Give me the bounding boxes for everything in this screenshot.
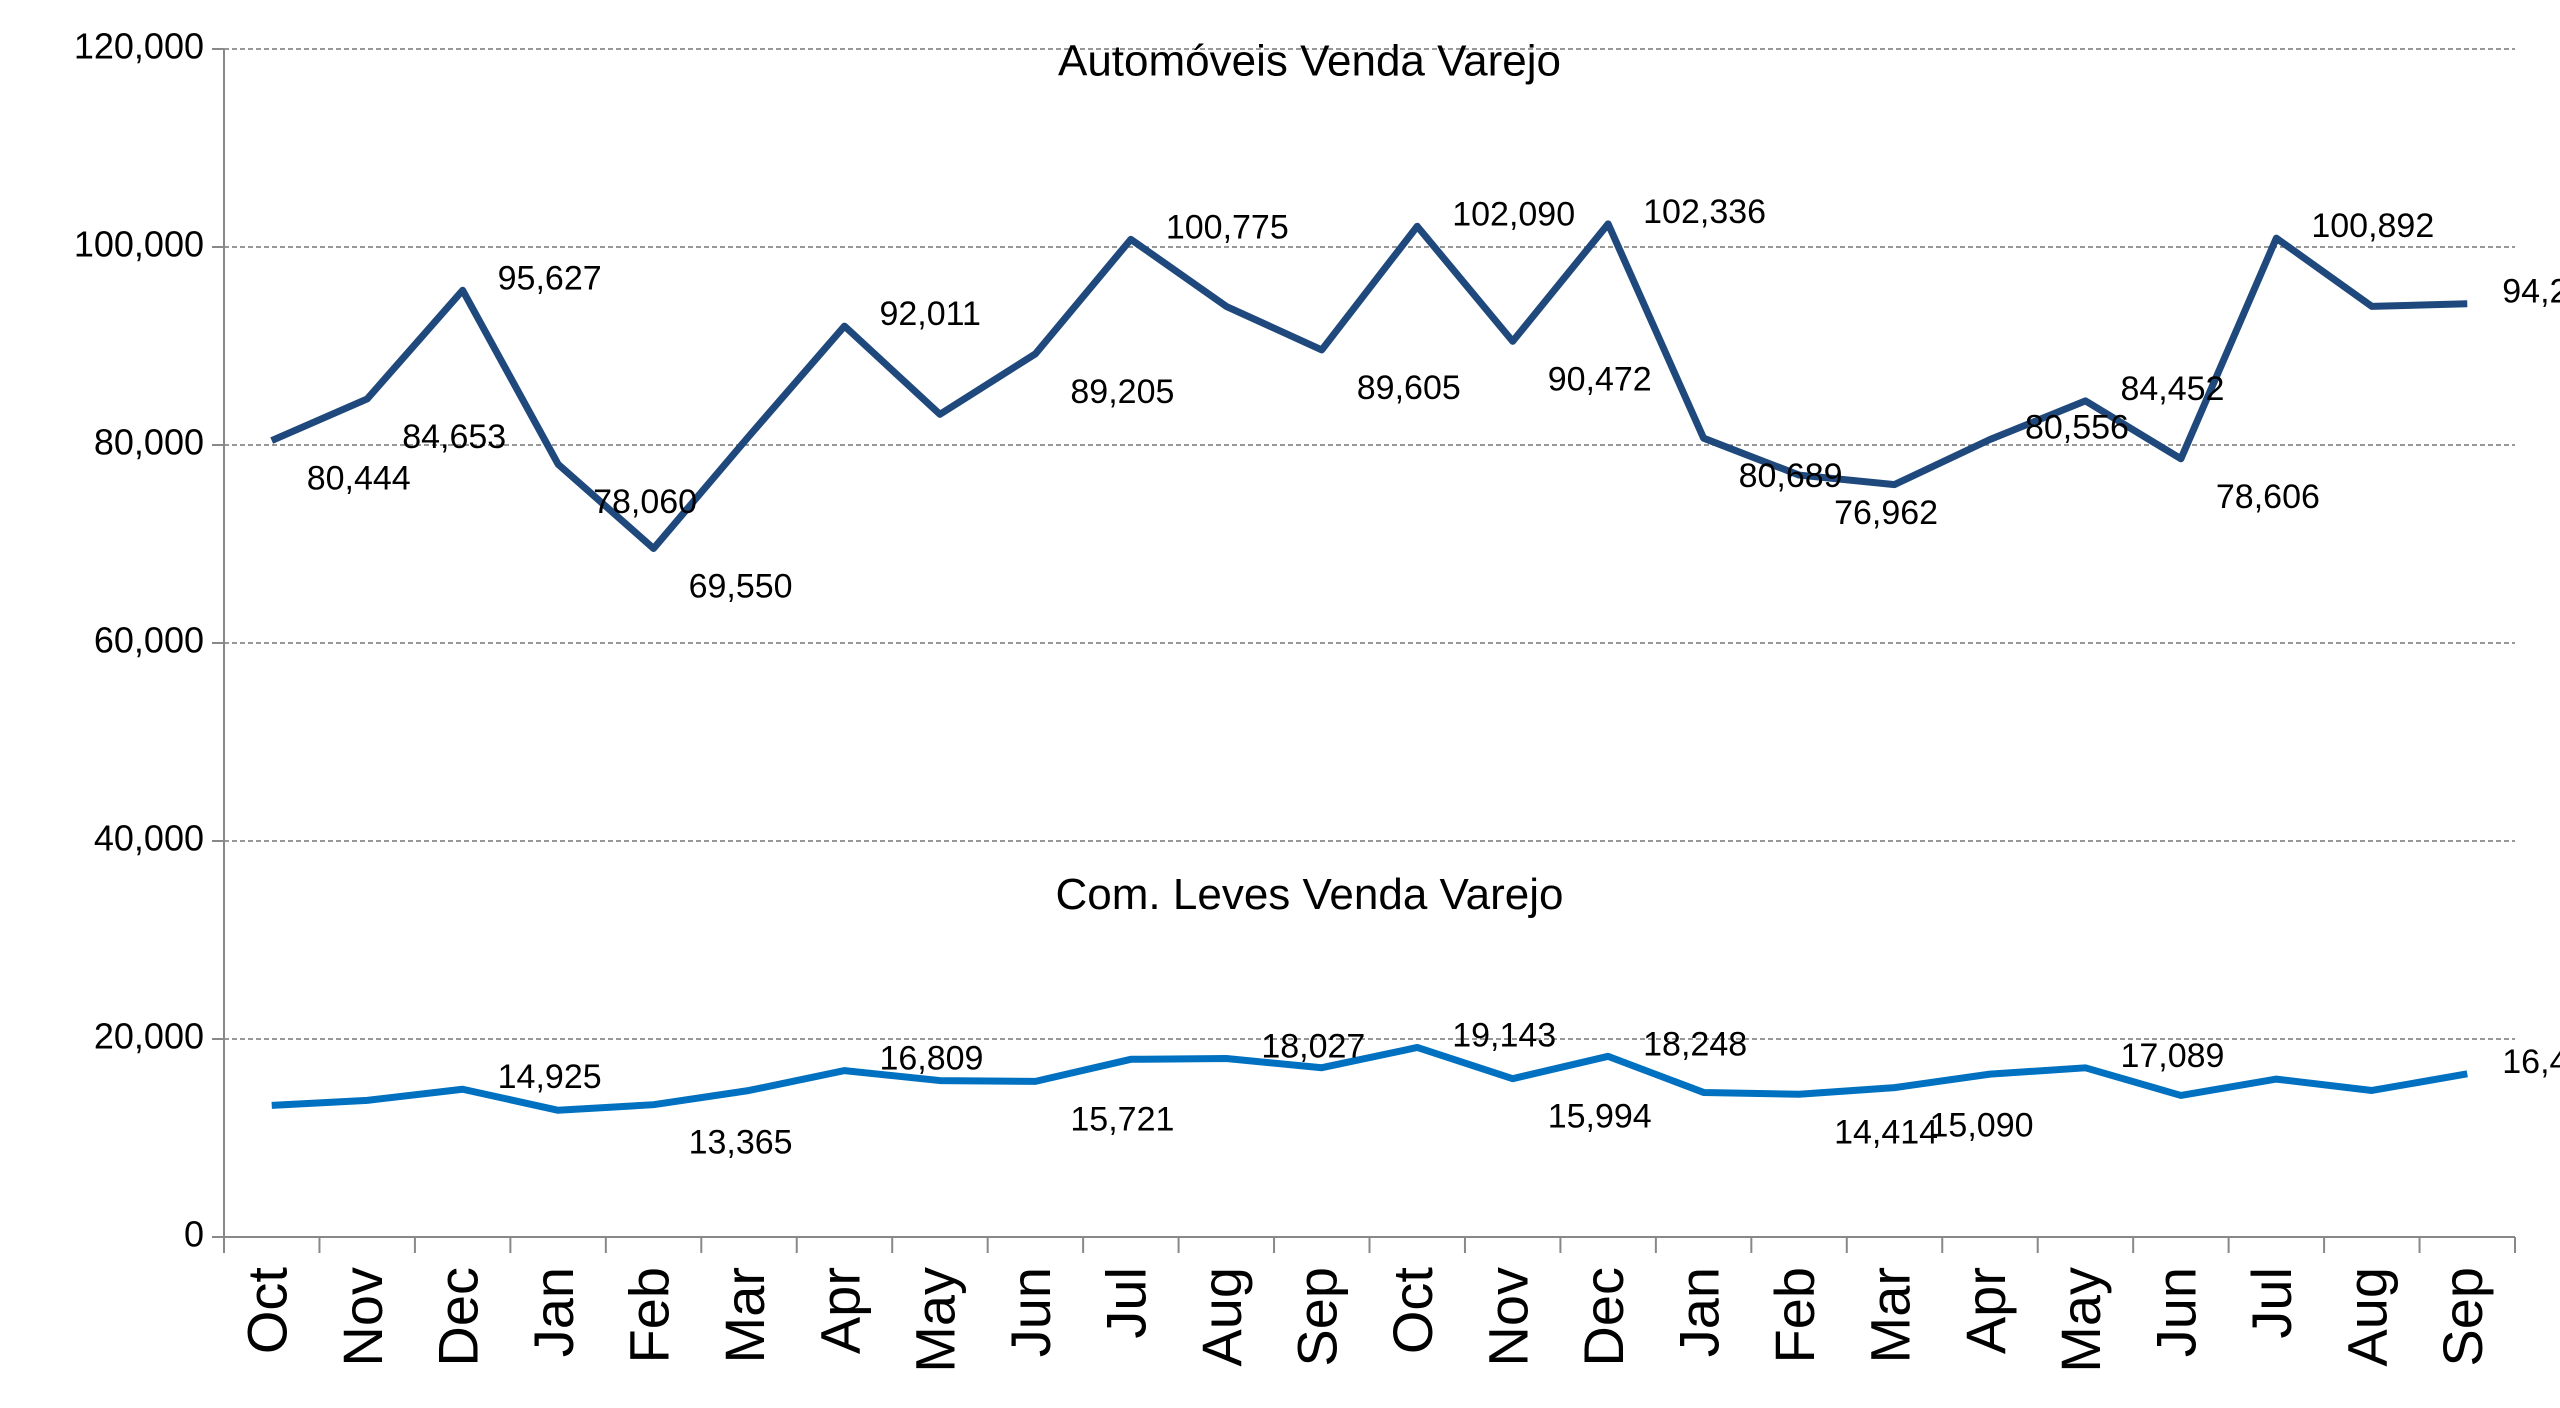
data-label: 95,627	[498, 259, 602, 297]
data-label: 89,605	[1357, 369, 1461, 407]
data-label: 15,994	[1548, 1098, 1652, 1136]
y-tick-label: 60,000	[94, 620, 204, 661]
x-tick-label: Jul	[2240, 1267, 2303, 1339]
data-label: 78,060	[593, 483, 697, 521]
x-tick-label: Jun	[999, 1267, 1062, 1357]
data-label: 16,809	[879, 1040, 983, 1078]
data-label: 18,027	[1261, 1028, 1365, 1066]
x-tick-label: Aug	[1190, 1267, 1253, 1367]
x-tick-label: Aug	[2336, 1267, 2399, 1367]
x-tick-label: May	[2049, 1267, 2112, 1373]
x-tick-label: Apr	[1954, 1267, 2017, 1354]
x-tick-label: Mar	[1858, 1267, 1921, 1363]
data-label: 15,090	[1930, 1107, 2034, 1145]
x-tick-label: Nov	[331, 1267, 394, 1367]
x-tick-label: Oct	[236, 1267, 299, 1355]
data-label: 84,653	[402, 418, 506, 456]
data-label: 90,472	[1548, 360, 1652, 398]
series-label: Automóveis Venda Varejo	[1058, 36, 1561, 85]
y-tick-label: 20,000	[94, 1016, 204, 1057]
x-tick-label: Apr	[808, 1267, 871, 1354]
x-tick-label: Dec	[426, 1267, 489, 1367]
data-label: 100,892	[2311, 207, 2434, 245]
data-label: 80,444	[307, 460, 411, 498]
x-tick-label: Sep	[1286, 1267, 1349, 1367]
y-tick-label: 80,000	[94, 422, 204, 463]
y-tick-label: 0	[184, 1214, 204, 1255]
x-tick-label: Jan	[1667, 1267, 1730, 1357]
data-label: 102,090	[1452, 195, 1575, 233]
data-label: 94,273	[2502, 273, 2560, 311]
data-label: 15,721	[1070, 1100, 1174, 1138]
data-label: 84,452	[2120, 370, 2224, 408]
data-label: 80,689	[1739, 457, 1843, 495]
x-tick-label: Jul	[1095, 1267, 1158, 1339]
y-tick-label: 40,000	[94, 818, 204, 859]
series-line	[270, 220, 2468, 552]
data-label: 92,011	[879, 295, 980, 333]
x-tick-label: Feb	[1763, 1267, 1826, 1364]
data-label: 13,365	[689, 1124, 793, 1162]
x-tick-label: Feb	[617, 1267, 680, 1364]
data-label: 89,205	[1070, 373, 1174, 411]
data-label: 100,775	[1166, 208, 1289, 246]
x-tick-label: Oct	[1381, 1267, 1444, 1355]
data-label: 80,556	[2025, 408, 2129, 446]
data-label: 18,248	[1643, 1025, 1747, 1063]
x-tick-label: Jun	[2145, 1267, 2208, 1357]
data-label: 78,606	[2216, 478, 2320, 516]
x-tick-label: Dec	[1572, 1267, 1635, 1367]
x-tick-label: Sep	[2431, 1267, 2494, 1367]
data-label: 14,925	[498, 1058, 602, 1096]
y-tick-label: 120,000	[74, 26, 204, 67]
data-label: 16,480	[2502, 1043, 2560, 1081]
x-tick-label: Jan	[522, 1267, 585, 1357]
series-label: Com. Leves Venda Varejo	[1056, 870, 1564, 919]
series-line	[271, 1043, 2468, 1114]
data-label: 102,336	[1643, 193, 1766, 231]
data-label: 17,089	[2120, 1037, 2224, 1075]
data-label: 19,143	[1452, 1016, 1556, 1054]
y-tick-label: 100,000	[74, 224, 204, 265]
data-label: 69,550	[689, 567, 793, 605]
data-label: 14,414	[1834, 1113, 1938, 1151]
x-tick-label: Mar	[713, 1267, 776, 1363]
x-tick-label: May	[904, 1267, 967, 1373]
x-tick-label: Nov	[1476, 1267, 1539, 1367]
data-label: 76,962	[1834, 494, 1938, 532]
